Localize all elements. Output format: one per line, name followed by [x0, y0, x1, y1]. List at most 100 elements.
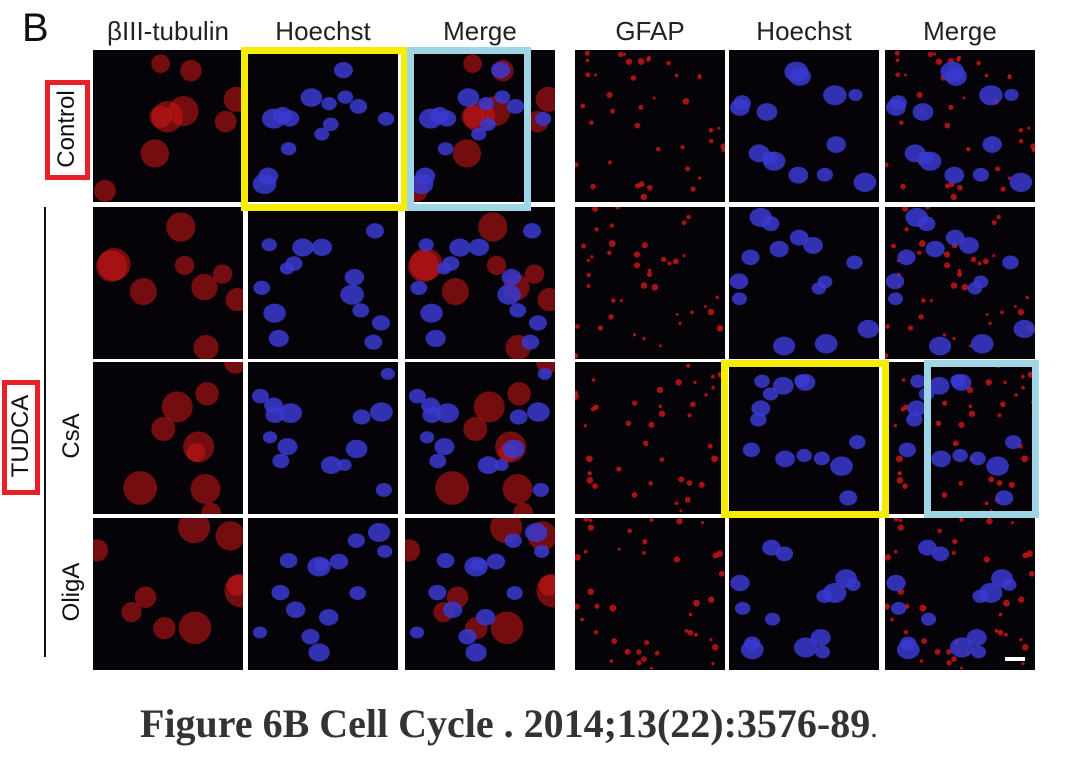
nucleus	[352, 409, 371, 425]
nucleus	[271, 584, 290, 601]
stain-signal	[894, 50, 900, 56]
stain-signal	[690, 401, 696, 408]
stain-signal	[642, 336, 646, 341]
micrograph-tile	[405, 362, 555, 514]
column-header: GFAP	[615, 16, 685, 46]
nucleus	[982, 136, 1002, 153]
nucleus	[285, 256, 303, 271]
stain-signal	[646, 271, 653, 277]
nucleus	[437, 142, 454, 156]
stain-signal	[1030, 143, 1035, 150]
nucleus	[251, 388, 269, 404]
nucleus	[377, 544, 393, 558]
nucleus	[272, 453, 290, 469]
stain-signal	[959, 666, 963, 670]
nucleus	[308, 643, 330, 662]
nucleus	[419, 431, 435, 444]
stain-signal	[134, 586, 157, 609]
nucleus	[729, 273, 749, 290]
stain-signal	[944, 122, 951, 129]
stain-signal	[950, 282, 958, 289]
stain-signal	[587, 524, 594, 531]
nucleus	[949, 637, 974, 658]
stain-signal	[897, 471, 902, 476]
stain-signal	[597, 325, 604, 331]
stain-signal	[952, 538, 958, 545]
stain-signal	[575, 393, 579, 400]
stain-signal	[594, 227, 599, 232]
stain-signal	[195, 381, 219, 406]
stain-signal	[648, 481, 654, 486]
stain-signal	[151, 416, 176, 442]
nucleus	[886, 574, 906, 592]
stain-signal	[473, 391, 505, 423]
nucleus	[978, 582, 1003, 603]
stain-signal	[956, 184, 963, 191]
stain-signal	[224, 573, 243, 608]
stain-signal	[715, 295, 720, 300]
micrograph-tile	[885, 207, 1035, 359]
nucleus	[429, 453, 447, 469]
stain-signal	[642, 538, 648, 545]
nucleus	[410, 280, 428, 295]
nucleus	[835, 569, 857, 588]
stain-signal	[678, 321, 682, 326]
nucleus	[1004, 88, 1019, 101]
nucleus	[944, 166, 965, 184]
stain-signal	[700, 521, 705, 525]
nucleus	[749, 207, 772, 227]
nucleus	[442, 601, 463, 619]
stain-signal	[897, 524, 904, 531]
stain-signal	[590, 183, 596, 190]
stain-signal	[687, 413, 692, 418]
stain-signal	[941, 491, 948, 498]
tudca-label-box	[2, 380, 40, 495]
stain-signal	[704, 393, 708, 397]
stain-signal	[652, 96, 656, 100]
nucleus	[497, 284, 521, 305]
nucleus	[817, 275, 833, 289]
stain-signal	[609, 659, 614, 663]
nucleus	[815, 645, 831, 659]
stain-signal	[984, 501, 989, 506]
highlight-box-cyan-control-merge	[407, 47, 531, 211]
nucleus	[849, 435, 866, 450]
nucleus	[506, 98, 525, 114]
stain-signal	[698, 481, 705, 488]
stain-signal	[693, 380, 697, 385]
nucleus	[428, 584, 447, 601]
nucleus	[803, 236, 823, 254]
nucleus	[380, 367, 395, 380]
stain-signal	[161, 391, 193, 423]
nucleus	[986, 456, 1009, 476]
stain-signal	[617, 51, 624, 58]
stain-signal	[140, 139, 170, 168]
stain-signal	[622, 52, 627, 56]
nucleus	[468, 238, 490, 256]
nucleus	[280, 142, 297, 156]
nucleus	[490, 62, 510, 79]
stain-signal	[201, 502, 222, 514]
stain-signal	[682, 97, 690, 105]
nucleus	[501, 268, 522, 286]
stain-signal	[983, 556, 990, 563]
stain-signal	[587, 588, 595, 595]
stain-signal	[1018, 127, 1024, 133]
stain-signal	[651, 283, 659, 291]
stain-signal	[968, 404, 973, 409]
stain-signal	[885, 554, 891, 561]
stain-signal	[711, 385, 715, 390]
nucleus	[349, 586, 366, 601]
nucleus	[742, 442, 760, 458]
micrograph-tile	[405, 518, 555, 670]
nucleus	[748, 144, 770, 163]
nucleus	[321, 97, 337, 111]
stain-signal	[1019, 638, 1023, 642]
nucleus	[329, 553, 349, 570]
nucleus	[263, 303, 286, 323]
stain-signal	[591, 378, 596, 382]
stain-signal	[1007, 74, 1012, 80]
stain-signal	[962, 96, 966, 100]
nucleus	[420, 303, 443, 323]
stain-signal	[992, 254, 996, 258]
